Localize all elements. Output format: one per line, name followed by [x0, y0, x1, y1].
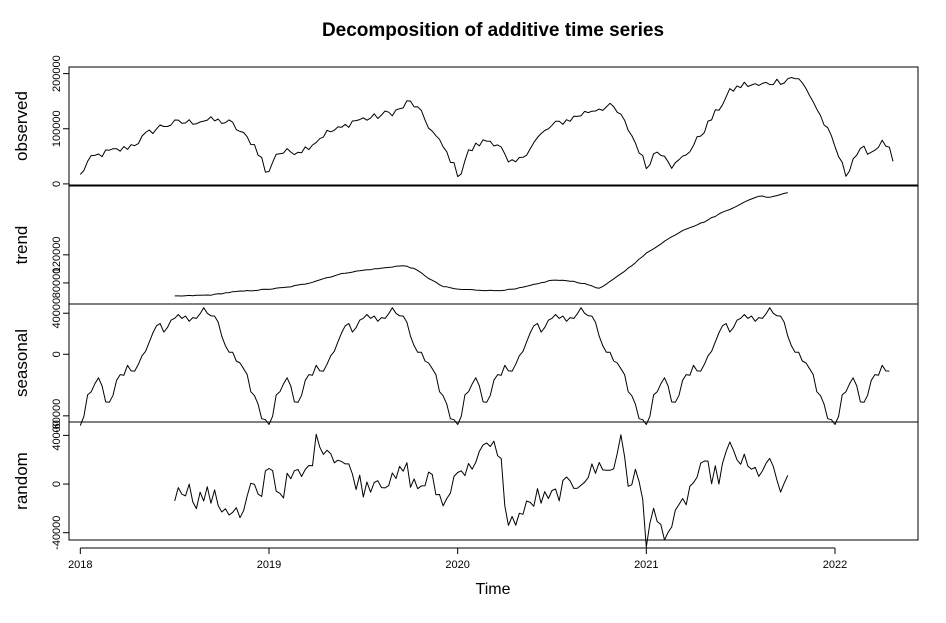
panel-seasonal: -60000 0 40000 seasonal: [12, 298, 919, 433]
y-tick-label: 0: [51, 351, 63, 357]
x-axis: 2018 2019 2020 2021 2022: [68, 547, 847, 571]
panel-label-random: random: [12, 452, 31, 510]
x-tick-label: 2019: [257, 559, 281, 571]
panel-frame: [68, 421, 919, 541]
y-tick-label: 120000: [51, 236, 63, 273]
panel-label-trend: trend: [12, 226, 31, 265]
y-tick-label: 80000: [51, 268, 63, 299]
y-tick-label: 40000: [51, 298, 63, 329]
y-tick-label: -60000: [51, 399, 63, 433]
panel-label-seasonal: seasonal: [12, 329, 31, 397]
y-tick-label: 100000: [51, 110, 63, 147]
y-tick-label: -40000: [51, 516, 63, 550]
series-seasonal: [79, 307, 890, 426]
chart-title: Decomposition of additive time series: [322, 20, 664, 41]
panel-frame: [68, 66, 919, 186]
panel-label-observed: observed: [12, 91, 31, 161]
panel-frame: [68, 303, 919, 423]
y-tick-label: 0: [51, 481, 63, 487]
x-tick-label: 2018: [68, 559, 92, 571]
panel-random: -40000 0 40000 random: [12, 420, 919, 550]
x-tick-label: 2020: [445, 559, 469, 571]
y-tick-label: 200000: [51, 55, 63, 92]
series-trend: [174, 192, 788, 297]
panel-frame: [68, 185, 919, 305]
series-observed: [79, 77, 894, 178]
panel-observed: 0 100000 200000 observed: [12, 55, 919, 187]
x-tick-label: 2021: [634, 559, 658, 571]
y-tick-label: 0: [51, 181, 63, 187]
series-random: [174, 433, 789, 548]
x-tick-label: 2022: [823, 559, 847, 571]
y-tick-label: 40000: [51, 420, 63, 451]
x-axis-label: Time: [476, 581, 511, 598]
